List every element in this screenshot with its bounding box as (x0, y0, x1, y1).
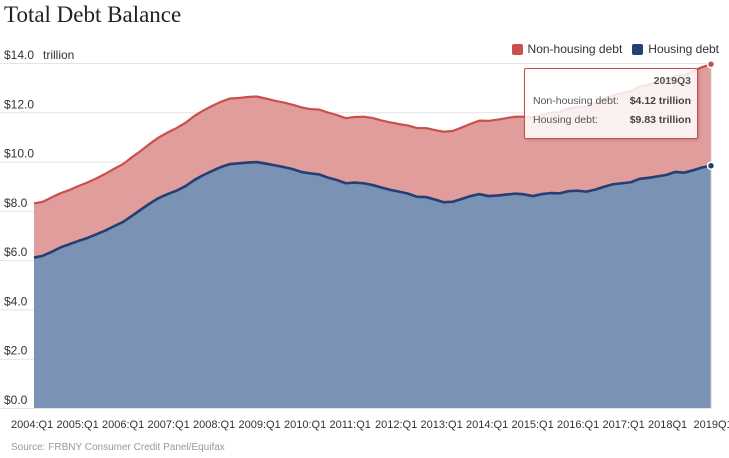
x-tick-label: 2009:Q1 (239, 419, 281, 431)
legend-label-non-housing: Non-housing debt (527, 42, 623, 56)
x-tick-label: 2013:Q1 (421, 419, 463, 431)
housing-swatch (632, 43, 644, 55)
y-tick-label: $0.0 (4, 393, 28, 407)
y-tick-label: $12.0 (4, 97, 34, 111)
tooltip-value-non-housing: $4.12 trillion (629, 95, 691, 107)
hover-markers (706, 59, 716, 408)
y-unit-label: trillion (43, 48, 74, 62)
legend-label-housing: Housing debt (648, 42, 719, 56)
y-tick-label: $6.0 (4, 245, 28, 259)
non-housing-marker (706, 59, 716, 69)
x-tick-label: 2018Q1 (648, 419, 687, 431)
x-tick-label: 2015:Q1 (512, 419, 554, 431)
x-tick-label: 2006:Q1 (102, 419, 144, 431)
x-tick-label: 2007:Q1 (148, 419, 190, 431)
tooltip-row-non-housing: Non-housing debt: $4.12 trillion (533, 93, 691, 109)
y-tick-label: $4.0 (4, 294, 28, 308)
area-series (34, 64, 711, 408)
housing-marker (706, 161, 716, 171)
x-tick-label: 2008:Q1 (193, 419, 235, 431)
tooltip-row-housing: Housing debt: $9.83 trillion (533, 112, 691, 128)
x-tick-label: 2014:Q1 (466, 419, 508, 431)
housing-area[interactable] (34, 162, 711, 408)
x-tick-label: 2005:Q1 (57, 419, 99, 431)
tooltip-label-housing: Housing debt: (533, 114, 598, 126)
tooltip-label-non-housing: Non-housing debt: (533, 95, 619, 107)
tooltip-value-housing: $9.83 trillion (629, 114, 691, 126)
hover-tooltip: 2019Q3 Non-housing debt: $4.12 trillion … (524, 68, 698, 139)
y-tick-label: $14.0 (4, 48, 34, 62)
x-tick-label: 2019Q1 (694, 419, 729, 431)
y-tick-label: $8.0 (4, 196, 28, 210)
x-tick-label: 2017:Q1 (603, 419, 645, 431)
y-tick-label: $2.0 (4, 344, 28, 358)
non-housing-swatch (511, 43, 523, 55)
housing-line (33, 160, 712, 259)
chart-legend: Non-housing debt Housing debt (502, 42, 719, 56)
tooltip-period: 2019Q3 (653, 75, 691, 87)
x-tick-label: 2010:Q1 (284, 419, 326, 431)
axis-labels: $0.0 $2.0 $4.0 $6.0 $8.0 $10.0 $12.0 $14.0 trill… (4, 48, 729, 431)
legend-item-housing[interactable]: Housing debt (632, 42, 719, 56)
x-tick-label: 2012:Q1 (375, 419, 417, 431)
x-tick-label: 2011:Q1 (330, 419, 371, 431)
non-housing-area[interactable] (34, 64, 711, 258)
x-tick-label: 2016:Q1 (557, 419, 599, 431)
chart-title: Total Debt Balance (4, 2, 182, 27)
x-tick-label: 2004:Q1 (11, 419, 53, 431)
y-tick-label: $10.0 (4, 147, 34, 161)
source-note: Source: FRBNY Consumer Credit Panel/Equi… (11, 442, 225, 453)
legend-item-non-housing[interactable]: Non-housing debt (511, 42, 623, 56)
